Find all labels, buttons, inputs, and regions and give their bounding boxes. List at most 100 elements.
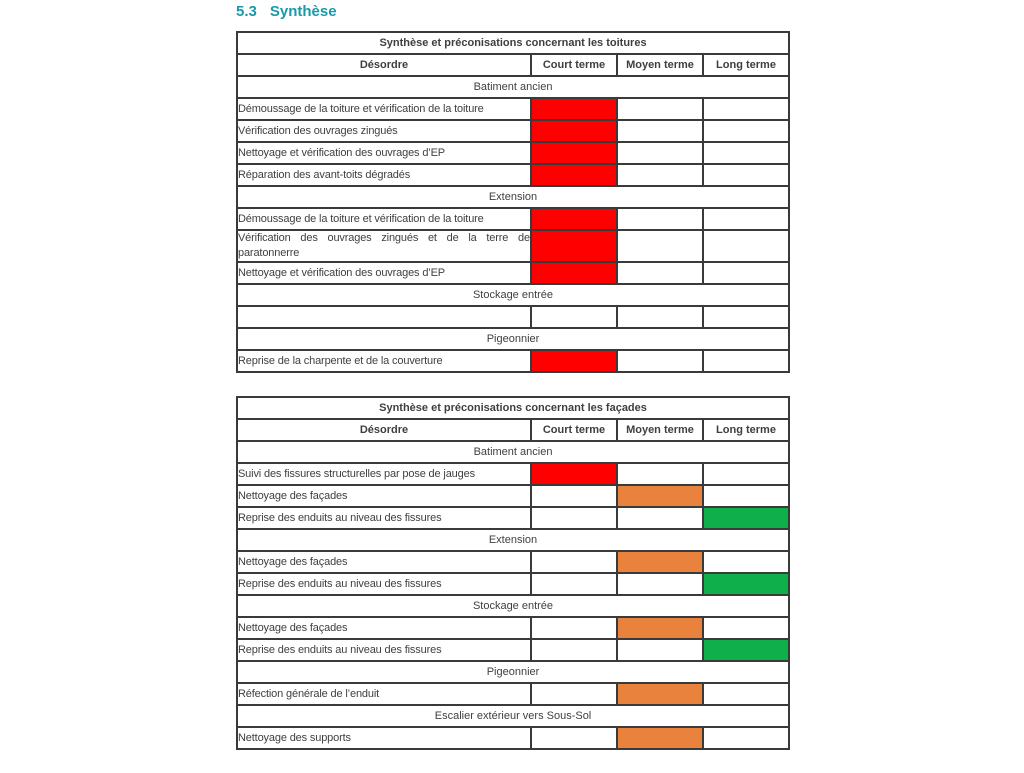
court-terme-cell <box>530 305 618 329</box>
long-terme-cell <box>701 550 791 574</box>
row-label: Nettoyage et vérification des ouvrages d… <box>236 141 532 165</box>
moyen-terme-cell <box>616 141 704 165</box>
table-row: Nettoyage des supports <box>236 726 791 750</box>
court-terme-cell <box>530 638 618 662</box>
long-terme-cell-green <box>701 572 791 596</box>
row-label: Nettoyage et vérification des ouvrages d… <box>236 261 532 285</box>
court-terme-cell-red <box>530 229 618 263</box>
section-header-row: Pigeonnier <box>235 660 791 684</box>
row-label: Démoussage de la toiture et vérification… <box>236 207 532 231</box>
court-terme-cell <box>530 484 618 508</box>
section-header: Pigeonnier <box>235 660 791 684</box>
section-header: Stockage entrée <box>235 283 791 307</box>
section-header: Stockage entrée <box>235 594 791 618</box>
row-label: Nettoyage des façades <box>236 550 532 574</box>
table-row: Vérification des ouvrages zingués <box>236 119 791 143</box>
table-row: Réparation des avant-toits dégradés <box>236 163 791 187</box>
court-terme-cell-red <box>530 349 618 373</box>
row-label: Démoussage de la toiture et vérification… <box>236 97 532 121</box>
long-terme-cell <box>701 141 791 165</box>
moyen-terme-cell <box>616 462 704 486</box>
table-row: Démoussage de la toiture et vérification… <box>236 207 791 231</box>
moyen-terme-cell-orange <box>616 550 704 574</box>
section-header: Batiment ancien <box>235 75 791 99</box>
table-row: Nettoyage des façades <box>236 616 791 640</box>
court-terme-cell-red <box>530 119 618 143</box>
long-terme-cell <box>701 229 791 263</box>
court-terme-cell <box>530 726 618 750</box>
long-terme-cell <box>701 682 791 706</box>
long-terme-cell <box>701 207 791 231</box>
column-header-row: Désordre Court terme Moyen terme Long terme <box>236 418 791 442</box>
row-label: Nettoyage des façades <box>236 484 532 508</box>
table-row: Suivi des fissures structurelles par pos… <box>236 462 791 486</box>
section-header-row: Batiment ancien <box>235 440 791 464</box>
moyen-terme-cell <box>616 163 704 187</box>
row-label: Nettoyage des façades <box>236 616 532 640</box>
long-terme-cell <box>701 726 791 750</box>
column-header-moyen-terme: Moyen terme <box>616 418 704 442</box>
section-header: Extension <box>235 528 791 552</box>
table-title-row: Synthèse et préconisations concernant le… <box>235 396 791 420</box>
court-terme-cell <box>530 506 618 530</box>
section-header-row: Stockage entrée <box>235 283 791 307</box>
synthesis-table-toitures: Synthèse et préconisations concernant le… <box>235 31 791 373</box>
table-row: Démoussage de la toiture et vérification… <box>236 97 791 121</box>
column-header-desordre: Désordre <box>236 53 532 77</box>
long-terme-cell-green <box>701 506 791 530</box>
row-label <box>236 305 532 329</box>
long-terme-cell-green <box>701 638 791 662</box>
section-header: Batiment ancien <box>235 440 791 464</box>
tables-host: Synthèse et préconisations concernant le… <box>235 31 791 750</box>
moyen-terme-cell <box>616 506 704 530</box>
table-row: Vérification des ouvrages zingués et de … <box>236 229 791 263</box>
column-header-moyen-terme: Moyen terme <box>616 53 704 77</box>
table-title: Synthèse et préconisations concernant le… <box>235 31 791 55</box>
court-terme-cell-red <box>530 261 618 285</box>
row-label: Reprise de la charpente et de la couvert… <box>236 349 532 373</box>
table-row: Reprise des enduits au niveau des fissur… <box>236 638 791 662</box>
long-terme-cell <box>701 462 791 486</box>
long-terme-cell <box>701 261 791 285</box>
table-row: Nettoyage des façades <box>236 484 791 508</box>
long-terme-cell <box>701 119 791 143</box>
moyen-terme-cell-orange <box>616 682 704 706</box>
section-header: Pigeonnier <box>235 327 791 351</box>
court-terme-cell-red <box>530 462 618 486</box>
table-row: Nettoyage et vérification des ouvrages d… <box>236 261 791 285</box>
court-terme-cell <box>530 616 618 640</box>
row-label: Suivi des fissures structurelles par pos… <box>236 462 532 486</box>
moyen-terme-cell <box>616 638 704 662</box>
court-terme-cell-red <box>530 207 618 231</box>
column-header-court-terme: Court terme <box>530 53 618 77</box>
court-terme-cell <box>530 572 618 596</box>
table-row: Nettoyage et vérification des ouvrages d… <box>236 141 791 165</box>
row-label: Reprise des enduits au niveau des fissur… <box>236 572 532 596</box>
long-terme-cell <box>701 97 791 121</box>
section-header-row: Batiment ancien <box>235 75 791 99</box>
moyen-terme-cell <box>616 349 704 373</box>
moyen-terme-cell <box>616 572 704 596</box>
moyen-terme-cell <box>616 207 704 231</box>
column-header-court-terme: Court terme <box>530 418 618 442</box>
section-heading: 5.3 Synthèse <box>236 3 788 21</box>
section-heading-title: Synthèse <box>269 3 337 20</box>
table-row: Nettoyage des façades <box>236 550 791 574</box>
row-label: Nettoyage des supports <box>236 726 532 750</box>
section-header-row: Escalier extérieur vers Sous-Sol <box>235 704 791 728</box>
page-content: 5.3 Synthèse Synthèse et préconisations … <box>235 3 791 773</box>
row-label: Reprise des enduits au niveau des fissur… <box>236 506 532 530</box>
long-terme-cell <box>701 163 791 187</box>
section-header-row: Extension <box>235 185 791 209</box>
long-terme-cell <box>701 349 791 373</box>
section-heading-number: 5.3 <box>236 3 257 20</box>
table-row: Reprise de la charpente et de la couvert… <box>236 349 791 373</box>
synthesis-table-facades: Synthèse et préconisations concernant le… <box>235 396 791 750</box>
long-terme-cell <box>701 305 791 329</box>
row-label: Vérification des ouvrages zingués <box>236 119 532 143</box>
section-header: Escalier extérieur vers Sous-Sol <box>235 704 791 728</box>
section-header-row: Extension <box>235 528 791 552</box>
moyen-terme-cell-orange <box>616 484 704 508</box>
row-label: Reprise des enduits au niveau des fissur… <box>236 638 532 662</box>
moyen-terme-cell <box>616 119 704 143</box>
